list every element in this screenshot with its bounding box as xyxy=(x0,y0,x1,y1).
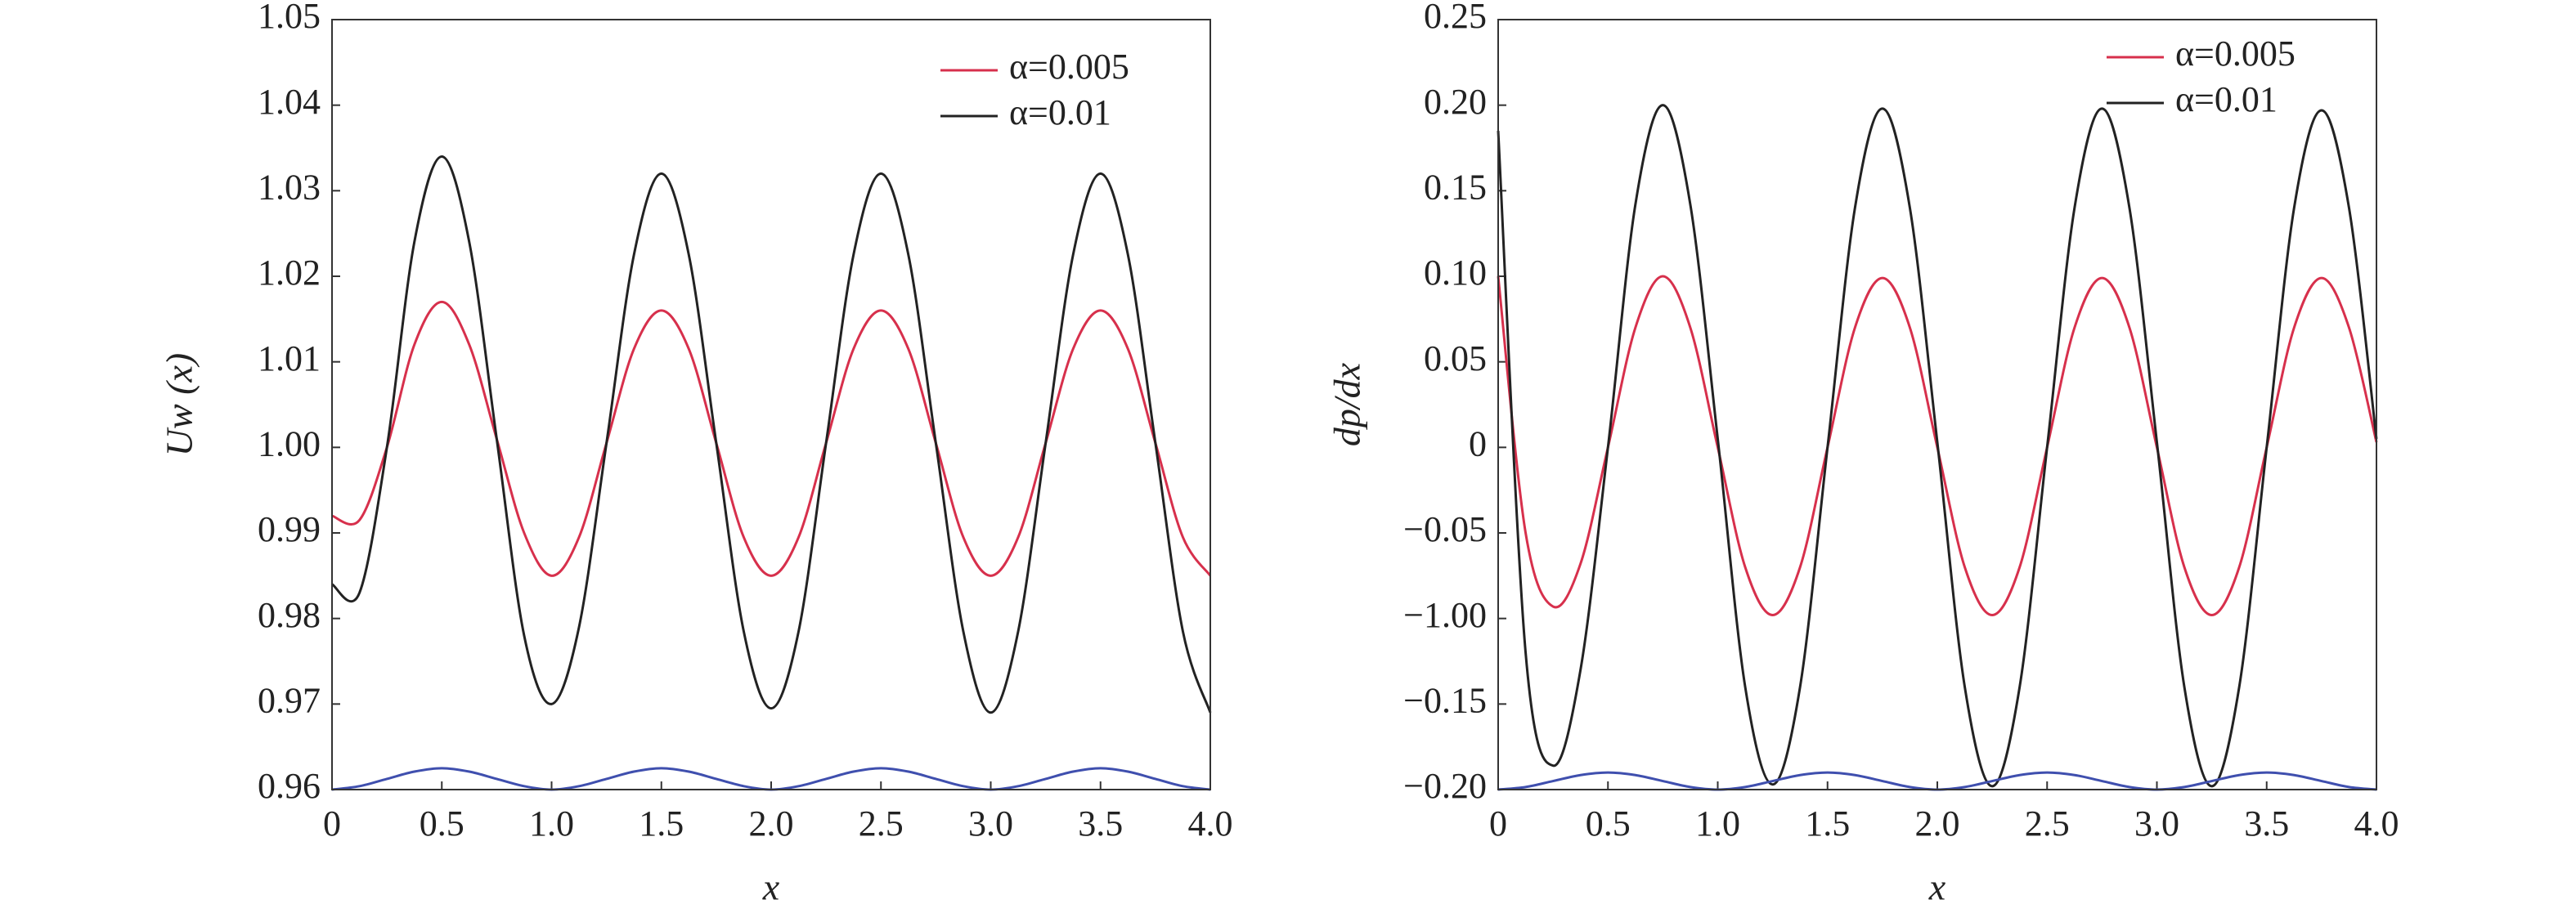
x-tick-label: 2.0 xyxy=(749,803,794,844)
x-tick-label: 3.5 xyxy=(2244,803,2289,844)
x-tick-label: 1.0 xyxy=(1695,803,1740,844)
x-axis-label: x xyxy=(1928,866,1946,908)
y-tick-label: 0 xyxy=(1469,423,1487,463)
x-tick-label: 0 xyxy=(1489,803,1507,844)
y-tick-label: −1.00 xyxy=(1403,595,1487,635)
x-tick-label: 3.0 xyxy=(968,803,1013,844)
x-tick-label: 4.0 xyxy=(2354,803,2399,844)
y-tick-label: 0.15 xyxy=(1424,167,1487,207)
x-axis-label: x xyxy=(762,866,780,908)
plot-frame xyxy=(331,19,1211,790)
y-tick-label: −0.20 xyxy=(1403,766,1487,806)
data-line xyxy=(1497,104,2378,788)
x-tick-label: 2.5 xyxy=(2025,803,2070,844)
y-tick-label: 0.20 xyxy=(1424,82,1487,122)
data-line xyxy=(331,300,1212,577)
y-tick-label: −0.05 xyxy=(1403,509,1487,549)
x-tick-label: 4.0 xyxy=(1188,803,1233,844)
x-tick-label: 3.5 xyxy=(1078,803,1123,844)
legend-label: α=0.005 xyxy=(2175,34,2296,74)
legend-label: α=0.01 xyxy=(1009,92,1111,132)
y-axis-label: Uw (x) xyxy=(159,353,200,456)
x-tick-label: 1.5 xyxy=(639,803,684,844)
legend-label: α=0.01 xyxy=(2175,79,2278,119)
y-tick-label: 0.99 xyxy=(258,509,321,549)
y-tick-label: 0.97 xyxy=(258,680,321,720)
x-tick-label: 2.0 xyxy=(1915,803,1960,844)
y-axis-label: dp/dx xyxy=(1326,362,1368,446)
x-tick-label: 0 xyxy=(323,803,341,844)
y-tick-label: 1.01 xyxy=(258,338,321,378)
y-tick-label: 1.02 xyxy=(258,253,321,293)
y-tick-label: 0.96 xyxy=(258,766,321,806)
data-line xyxy=(331,154,1212,714)
y-tick-label: 1.00 xyxy=(258,423,321,463)
data-line xyxy=(1497,275,2378,616)
y-tick-label: 1.04 xyxy=(258,82,321,122)
legend-label: α=0.005 xyxy=(1009,47,1129,87)
y-tick-label: 0.98 xyxy=(258,595,321,635)
x-tick-label: 0.5 xyxy=(420,803,464,844)
y-tick-label: 1.03 xyxy=(258,167,321,207)
y-tick-label: −0.15 xyxy=(1403,680,1487,720)
x-tick-label: 1.0 xyxy=(529,803,574,844)
y-tick-label: 0.05 xyxy=(1424,338,1487,378)
x-tick-label: 0.5 xyxy=(1586,803,1631,844)
x-tick-label: 2.5 xyxy=(859,803,904,844)
x-tick-label: 1.5 xyxy=(1805,803,1850,844)
plot-frame xyxy=(1497,19,2377,790)
x-tick-label: 3.0 xyxy=(2134,803,2179,844)
y-tick-label: 1.05 xyxy=(258,0,321,36)
y-tick-label: 0.25 xyxy=(1424,0,1487,36)
y-tick-label: 0.10 xyxy=(1424,253,1487,293)
